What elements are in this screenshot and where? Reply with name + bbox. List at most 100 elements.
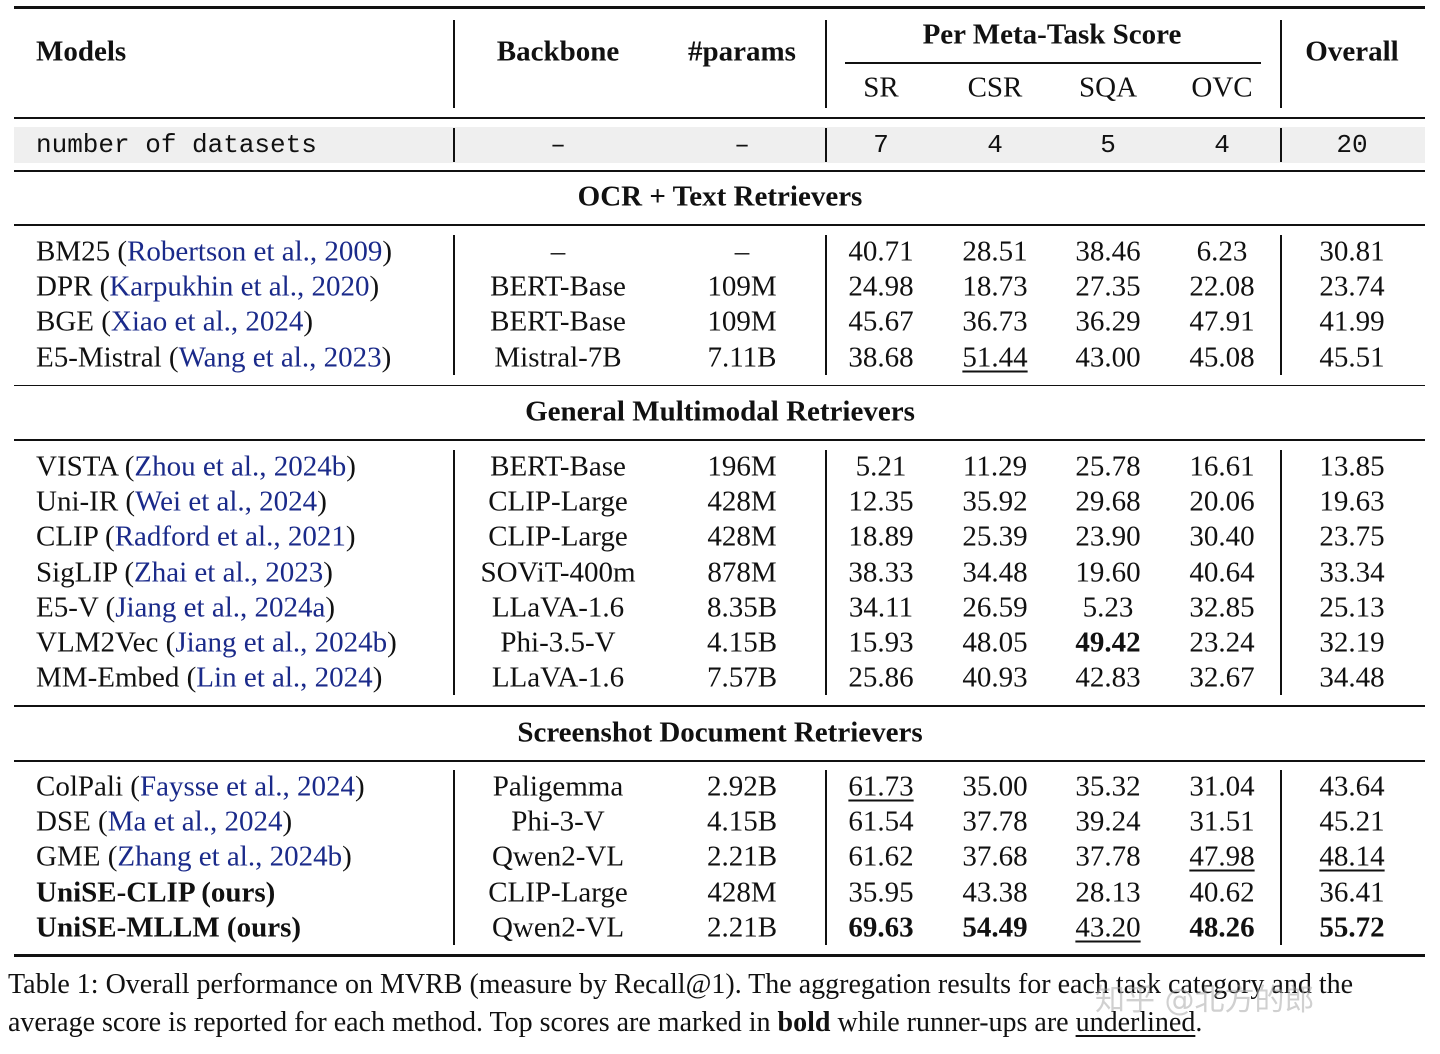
model-cell: DPR (Karpukhin et al., 2020) <box>36 270 379 303</box>
header-task: SQA <box>1078 71 1138 104</box>
cell: 878M <box>707 556 777 589</box>
column-divider <box>1280 450 1282 696</box>
rule <box>14 705 1425 707</box>
cell: Mistral-7B <box>494 341 622 374</box>
cell: 19.63 <box>1319 485 1385 518</box>
cell: 35.92 <box>962 485 1028 518</box>
column-divider <box>453 20 455 108</box>
column-divider <box>1280 20 1282 108</box>
model-name: E5-Mistral <box>36 341 162 374</box>
header-task: OVC <box>1191 71 1253 104</box>
cell: 40.93 <box>962 661 1028 694</box>
citation-link[interactable]: Zhang et al., 2024b <box>117 840 343 873</box>
citation: (Radford et al., 2021) <box>105 520 356 553</box>
cell: 428M <box>707 485 777 518</box>
citation-link[interactable]: Wang et al., 2023 <box>178 341 382 374</box>
watermark: 知乎 @北方的郎 <box>1095 983 1315 1018</box>
cell: BERT-Base <box>490 270 626 303</box>
cell: CLIP-Large <box>488 485 628 518</box>
cell: 109M <box>707 305 777 338</box>
column-divider <box>453 770 455 945</box>
model-cell: Uni-IR (Wei et al., 2024) <box>36 485 327 518</box>
datasets-cell: 7 <box>873 130 889 160</box>
cell: 32.67 <box>1189 661 1255 694</box>
section-title: OCR + Text Retrievers <box>577 180 863 213</box>
cell: 31.04 <box>1189 770 1255 803</box>
citation-link[interactable]: Karpukhin et al., 2020 <box>109 270 370 303</box>
cell: Qwen2-VL <box>491 911 625 944</box>
cell: LLaVA-1.6 <box>491 661 625 694</box>
cell: 69.63 <box>848 911 914 944</box>
citation: (Jiang et al., 2024a) <box>105 591 336 624</box>
cell: 45.21 <box>1319 805 1385 838</box>
cell: 25.86 <box>848 661 914 694</box>
citation-link[interactable]: Xiao et al., 2024 <box>110 305 304 338</box>
cell: 45.08 <box>1189 341 1255 374</box>
cell: 428M <box>707 520 777 553</box>
citation: (Faysse et al., 2024) <box>130 770 365 803</box>
cell: 43.64 <box>1319 770 1385 803</box>
model-cell: E5-Mistral (Wang et al., 2023) <box>36 343 391 372</box>
cell: 37.78 <box>1075 840 1141 873</box>
caption-part: bold <box>777 1007 831 1038</box>
cell: 30.81 <box>1319 235 1385 268</box>
caption: Table 1: Overall performance on MVRB (me… <box>8 966 1433 1042</box>
cell: 2.92B <box>706 770 778 803</box>
model-cell: MM-Embed (Lin et al., 2024) <box>36 661 382 694</box>
model-cell: SigLIP (Zhai et al., 2023) <box>36 558 333 587</box>
cell: 27.35 <box>1075 270 1141 303</box>
cell: 25.78 <box>1075 450 1141 483</box>
datasets-cell: – <box>550 130 566 160</box>
model-name: E5-V <box>36 591 99 624</box>
datasets-cell: 20 <box>1336 130 1368 160</box>
model-cell: UniSE-CLIP (ours) <box>36 878 275 907</box>
citation-link[interactable]: Jiang et al., 2024b <box>175 626 388 659</box>
cell: 61.62 <box>848 840 914 873</box>
model-name: MM-Embed <box>36 661 180 694</box>
citation: (Zhang et al., 2024b) <box>107 840 352 873</box>
citation-link[interactable]: Radford et al., 2021 <box>114 520 346 553</box>
cell: 30.40 <box>1189 520 1255 553</box>
citation-link[interactable]: Zhou et al., 2024b <box>134 450 347 483</box>
column-divider <box>825 235 827 375</box>
rule <box>14 170 1425 172</box>
cell: 23.24 <box>1189 626 1255 659</box>
datasets-cell: 4 <box>987 130 1003 160</box>
citation-link[interactable]: Lin et al., 2024 <box>196 661 373 694</box>
datasets-cell: 5 <box>1100 130 1116 160</box>
model-cell: VLM2Vec (Jiang et al., 2024b) <box>36 626 397 659</box>
citation-link[interactable]: Ma et al., 2024 <box>107 805 283 838</box>
column-divider <box>1280 128 1282 162</box>
model-cell: VISTA (Zhou et al., 2024b) <box>36 450 356 483</box>
citation-link[interactable]: Robertson et al., 2009 <box>127 235 383 268</box>
citation-link[interactable]: Faysse et al., 2024 <box>139 770 355 803</box>
cell: – <box>734 235 750 268</box>
cell: 45.51 <box>1319 341 1385 374</box>
model-name: ColPali <box>36 770 124 803</box>
model-name: UniSE-CLIP (ours) <box>36 876 276 909</box>
cell: BERT-Base <box>490 450 626 483</box>
citation-link[interactable]: Jiang et al., 2024a <box>115 591 326 624</box>
citation-link[interactable]: Zhai et al., 2023 <box>134 556 324 589</box>
cell: 51.44 <box>962 341 1028 374</box>
column-divider <box>825 128 827 162</box>
cell: 42.83 <box>1075 661 1141 694</box>
cell: 48.05 <box>962 626 1028 659</box>
cell: 54.49 <box>962 911 1028 944</box>
cell: 15.93 <box>848 626 914 659</box>
cell: 48.14 <box>1319 840 1385 873</box>
model-cell: GME (Zhang et al., 2024b) <box>36 840 352 873</box>
cell: – <box>550 235 566 268</box>
column-divider <box>453 128 455 162</box>
citation-link[interactable]: Wei et al., 2024 <box>135 485 318 518</box>
caption-part: underlined <box>1075 1007 1196 1038</box>
cell: 13.85 <box>1319 450 1385 483</box>
cell: 196M <box>707 450 777 483</box>
cell: 8.35B <box>706 591 778 624</box>
cell: 24.98 <box>848 270 914 303</box>
cell: 32.19 <box>1319 626 1385 659</box>
cell: 35.00 <box>962 770 1028 803</box>
column-divider <box>1280 235 1282 375</box>
model-cell: UniSE-MLLM (ours) <box>36 913 301 942</box>
